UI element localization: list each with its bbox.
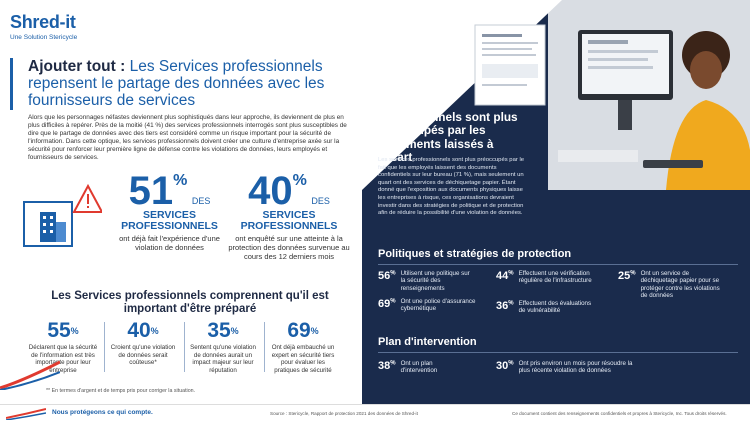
stat-description: Ont un plan d'intervention	[400, 360, 438, 375]
divider	[104, 322, 105, 372]
stat-description: Ont une police d'assurance cybernétique	[400, 298, 476, 313]
divider	[184, 322, 185, 372]
stat-percent: %	[630, 270, 636, 277]
policy-stat-25: 25% Ont un service de déchiquetage papier…	[618, 270, 746, 300]
title-bold: Ajouter tout :	[28, 58, 126, 75]
stat-description: Sentent qu'une violation de données aura…	[190, 344, 256, 374]
small-stat-69: 69% Ont déjà embauché un expert en sécur…	[268, 320, 338, 374]
policies-heading: Politiques et stratégies de protection	[378, 248, 572, 260]
stat-description: Déclarent que la sécurité de l'informati…	[28, 344, 98, 374]
stat-percent: %	[230, 326, 239, 336]
stat-number: 38	[378, 360, 391, 372]
divider	[378, 352, 738, 353]
title-rest: Les Services professionnels repensent le…	[28, 58, 325, 109]
hero-photo	[548, 0, 750, 190]
stat-percent: %	[292, 172, 307, 189]
stat-percent: %	[508, 270, 514, 277]
stat-description: ont déjà fait l'expérience d'une violati…	[119, 234, 220, 252]
footnote: ** En termes d'argent et de temps pris p…	[46, 388, 196, 394]
policy-stat-56: 56% Utilisent une politique sur la sécuri…	[378, 270, 498, 292]
footer-confidential: Ce document contient des renseignements …	[512, 411, 727, 416]
stat-description: Effectuent des évaluations de vulnérabil…	[518, 300, 592, 315]
stat-description: Effectuent une vérification régulière de…	[518, 270, 592, 285]
section-heading-preparedness: Les Services professionnels comprennent …	[51, 290, 329, 315]
stat-percent: %	[150, 326, 159, 336]
stat-des: DES	[311, 196, 330, 206]
stat-des: DES	[191, 196, 211, 206]
stat-percent: %	[70, 326, 79, 336]
intro-paragraph: Alors que les personnages néfastes devie…	[28, 114, 347, 162]
stat-percent: %	[508, 300, 514, 307]
big-stat-51: 51% DES SERVICES PROFESSIONNELS ont déjà…	[112, 169, 227, 252]
stat-percent: %	[390, 298, 396, 305]
stat-number: 56	[378, 270, 391, 282]
title-accent-bar	[10, 58, 13, 110]
plan-heading: Plan d'intervention	[378, 336, 477, 348]
brand-tagline: Une Solution Stericycle	[10, 34, 78, 41]
divider	[264, 322, 265, 372]
stat-number: 69	[378, 298, 391, 310]
footer-tagline: Nous protégeons ce qui compte.	[52, 409, 153, 416]
document-illustration	[474, 24, 546, 106]
brand-name: Shred-it	[10, 12, 76, 32]
small-stat-55: 55% Déclarent que la sécurité de l'infor…	[28, 320, 98, 374]
footer-bar: Nous protégeons ce qui compte. Source : …	[0, 404, 750, 422]
footer-source: Source : Stericycle, Rapport de protecti…	[270, 411, 418, 416]
swoosh-decoration	[0, 360, 60, 390]
logo[interactable]: Shred-it Une Solution Stericycle	[10, 12, 77, 41]
stat-number: 36	[496, 300, 509, 312]
stat-number: 40	[248, 169, 293, 213]
stat-number: 40	[127, 319, 151, 342]
page-title: Ajouter tout : Les Services professionne…	[28, 58, 358, 109]
stat-description: Utilisent une politique sur la sécurité …	[400, 270, 470, 292]
stat-number: 51	[128, 169, 174, 213]
stat-description: Ont un service de déchiquetage papier po…	[640, 270, 720, 300]
building-warning-icon	[22, 182, 104, 252]
stat-percent: %	[390, 360, 396, 367]
stat-number: 25	[618, 270, 631, 282]
stat-number: 44	[496, 270, 509, 282]
small-stat-35: 35% Sentent qu'une violation de données …	[188, 320, 258, 374]
stat-percent: %	[390, 270, 396, 277]
stat-number: 30	[496, 360, 509, 372]
footer-swoosh-icon	[6, 408, 46, 420]
divider	[378, 264, 738, 265]
big-stat-40: 40% DES SERVICES PROFESSIONNELS ont enqu…	[228, 169, 350, 261]
policy-stat-69: 69% Ont une police d'assurance cybernétiq…	[378, 298, 498, 316]
stat-number: 69	[287, 319, 311, 342]
small-stat-40: 40% Croient qu'une violation de données …	[108, 320, 178, 367]
right-heading: Les services professionnels sont plus pr…	[378, 96, 518, 164]
person-at-desk-illustration	[548, 0, 750, 190]
stat-description: Ont pris environ un mois pour résoudre l…	[518, 360, 633, 375]
stat-label: SERVICES PROFESSIONNELS	[240, 209, 338, 232]
stat-description: Croient qu'une violation de données sera…	[110, 344, 176, 367]
stat-label: SERVICES PROFESSIONNELS	[121, 209, 218, 232]
stat-description: ont enquêté sur une atteinte à la protec…	[228, 234, 350, 261]
stat-number: 55	[47, 319, 71, 342]
stat-number: 35	[207, 319, 231, 342]
plan-stat-38: 38% Ont un plan d'intervention	[378, 360, 498, 378]
stat-percent: %	[508, 360, 514, 367]
policy-stat-44: 44% Effectuent une vérification régulière…	[496, 270, 616, 288]
stat-percent: %	[310, 326, 319, 336]
right-paragraph: Les services professionnels sont plus pr…	[378, 157, 525, 217]
plan-stat-30: 30% Ont pris environ un mois pour résoudr…	[496, 360, 656, 378]
stat-description: Ont déjà embauché un expert en sécurité …	[271, 344, 335, 374]
stat-percent: %	[173, 172, 188, 189]
policy-stat-36: 36% Effectuent des évaluations de vulnéra…	[496, 300, 616, 318]
